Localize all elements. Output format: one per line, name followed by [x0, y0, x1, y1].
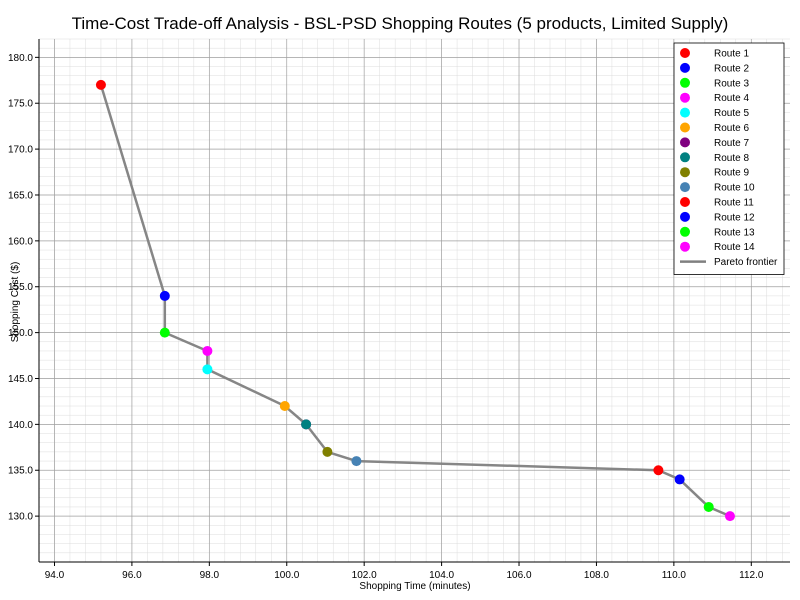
legend-marker: [680, 241, 690, 252]
y-tick-label: 160.0: [8, 236, 33, 247]
legend-marker: [680, 62, 690, 73]
y-tick-label: 165.0: [8, 190, 33, 201]
legend-marker: [680, 48, 690, 58]
legend-label: Route 7: [714, 138, 749, 149]
legend-label: Route 14: [714, 242, 755, 253]
x-tick-label: 110.0: [662, 570, 687, 581]
point-route-6: [279, 401, 290, 412]
y-tick-label: 180.0: [8, 53, 33, 64]
legend-label: Route 12: [714, 212, 755, 223]
point-route-2: [159, 290, 170, 301]
y-tick-label: 170.0: [8, 145, 33, 156]
y-tick-label: 145.0: [8, 374, 33, 385]
legend-marker: [680, 122, 690, 133]
point-route-4: [202, 345, 213, 356]
legend-label: Route 4: [714, 93, 749, 104]
y-tick-label: 150.0: [8, 328, 33, 339]
legend-label: Route 5: [714, 108, 749, 119]
y-tick-label: 155.0: [8, 282, 33, 293]
legend-label: Route 6: [714, 123, 749, 134]
y-axis-label: Shopping Cost ($): [10, 262, 21, 343]
legend-label: Route 8: [714, 153, 749, 164]
y-tick-label: 140.0: [8, 420, 33, 431]
legend-marker: [680, 107, 690, 118]
point-route-10: [351, 456, 362, 467]
x-tick-label: 94.0: [45, 570, 65, 581]
legend-label: Route 13: [714, 227, 755, 238]
legend-marker: [680, 137, 690, 148]
x-tick-label: 108.0: [584, 570, 609, 581]
legend-label: Route 10: [714, 183, 755, 194]
x-tick-label: 104.0: [429, 570, 454, 581]
legend-marker: [680, 167, 690, 178]
chart-title: Time-Cost Trade-off Analysis - BSL-PSD S…: [72, 14, 729, 33]
point-route-13: [703, 501, 714, 512]
legend-marker: [680, 152, 690, 163]
x-axis-label: Shopping Time (minutes): [359, 581, 470, 592]
plot-area: 94.0 96.0 98.0 100.0 102.0 104.0 106.0 108.0 110…: [8, 38, 790, 581]
legend-label: Route 1: [714, 49, 749, 60]
legend: Route 1 Route 2 Route 3 Route 4 Route 5 Route…: [673, 42, 785, 275]
x-tick-label: 102.0: [352, 570, 377, 581]
legend-box: [673, 42, 785, 275]
y-tick-label: 175.0: [8, 99, 33, 110]
legend-label: Pareto frontier: [714, 257, 778, 268]
legend-label: Route 3: [714, 78, 749, 89]
legend-label: Route 11: [714, 198, 754, 209]
point-route-1: [95, 79, 106, 90]
legend-marker: [680, 182, 690, 193]
point-route-9: [322, 446, 333, 457]
legend-marker: [680, 197, 690, 207]
point-route-3: [159, 327, 170, 338]
x-tick-label: 100.0: [274, 570, 299, 581]
legend-marker: [680, 211, 690, 222]
y-tick-label: 130.0: [8, 512, 33, 523]
legend-marker: [680, 92, 690, 103]
x-tick-label: 98.0: [200, 570, 220, 581]
pareto-frontier-line: [99, 84, 731, 518]
y-tick-label: 135.0: [8, 466, 33, 477]
legend-marker: [680, 226, 690, 237]
point-route-14: [724, 511, 735, 522]
legend-marker: [680, 77, 690, 88]
x-tick-label: 96.0: [122, 570, 142, 581]
point-route-5: [202, 364, 213, 375]
x-tick-label: 106.0: [507, 570, 532, 581]
legend-label: Route 2: [714, 63, 749, 74]
point-route-12: [674, 474, 685, 485]
point-route-8: [301, 419, 312, 430]
x-tick-label: 112.0: [739, 570, 764, 581]
legend-label: Route 9: [714, 168, 749, 179]
point-route-11: [653, 465, 664, 476]
